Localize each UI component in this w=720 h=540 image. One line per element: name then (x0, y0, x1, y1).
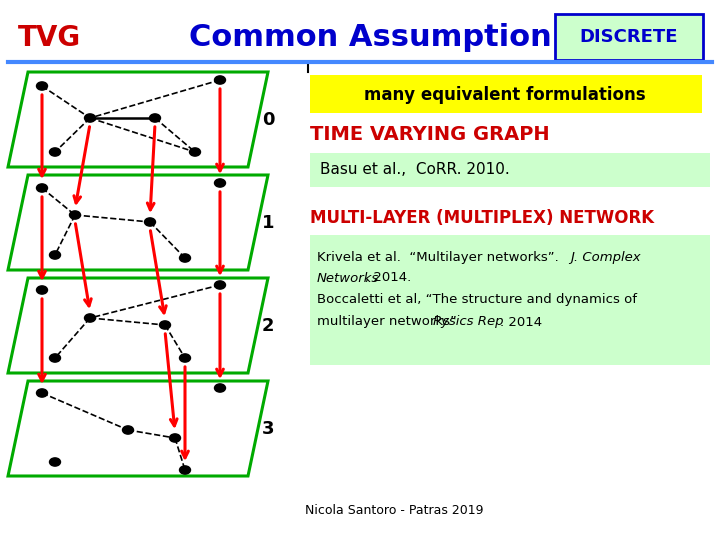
Text: Boccaletti et al, “The structure and dynamics of: Boccaletti et al, “The structure and dyn… (317, 294, 637, 307)
Text: many equivalent formulations: many equivalent formulations (364, 86, 646, 104)
Text: DISCRETE: DISCRETE (580, 28, 678, 46)
Text: , 2014.: , 2014. (365, 272, 411, 285)
Circle shape (215, 384, 225, 392)
Circle shape (179, 254, 191, 262)
Circle shape (84, 114, 96, 122)
Circle shape (37, 82, 48, 90)
Text: multilayer networks”: multilayer networks” (317, 315, 461, 328)
Circle shape (179, 466, 191, 474)
Circle shape (150, 114, 161, 122)
Text: Networks: Networks (317, 272, 379, 285)
Circle shape (169, 434, 181, 442)
Circle shape (70, 211, 81, 219)
Circle shape (189, 148, 200, 156)
FancyBboxPatch shape (310, 153, 710, 187)
Text: Basu et al.,  CoRR. 2010.: Basu et al., CoRR. 2010. (320, 163, 510, 178)
Text: J. Complex: J. Complex (570, 252, 641, 265)
Circle shape (215, 179, 225, 187)
Text: 2: 2 (262, 317, 274, 335)
FancyBboxPatch shape (555, 14, 703, 60)
Circle shape (50, 354, 60, 362)
Circle shape (179, 354, 191, 362)
Circle shape (215, 281, 225, 289)
Text: 1: 1 (262, 214, 274, 232)
Circle shape (122, 426, 133, 434)
Circle shape (50, 148, 60, 156)
Circle shape (50, 251, 60, 259)
Text: TIME VARYING GRAPH: TIME VARYING GRAPH (310, 125, 549, 145)
Text: Common Assumption: Common Assumption (189, 24, 552, 52)
Circle shape (215, 76, 225, 84)
Circle shape (37, 184, 48, 192)
FancyBboxPatch shape (310, 75, 702, 113)
Text: Krivela et al.  “Multilayer networks”.: Krivela et al. “Multilayer networks”. (317, 252, 567, 265)
Circle shape (50, 458, 60, 466)
Circle shape (37, 286, 48, 294)
Text: TVG: TVG (18, 24, 81, 52)
Circle shape (37, 389, 48, 397)
Text: . 2014: . 2014 (500, 315, 542, 328)
Text: MULTI-LAYER (MULTIPLEX) NETWORK: MULTI-LAYER (MULTIPLEX) NETWORK (310, 209, 654, 227)
Circle shape (84, 314, 96, 322)
Circle shape (160, 321, 171, 329)
Text: 3: 3 (262, 420, 274, 438)
Text: Pysics Rep: Pysics Rep (433, 315, 503, 328)
Text: 0: 0 (262, 111, 274, 129)
FancyBboxPatch shape (310, 235, 710, 365)
Circle shape (145, 218, 156, 226)
Text: Nicola Santoro - Patras 2019: Nicola Santoro - Patras 2019 (305, 503, 484, 516)
